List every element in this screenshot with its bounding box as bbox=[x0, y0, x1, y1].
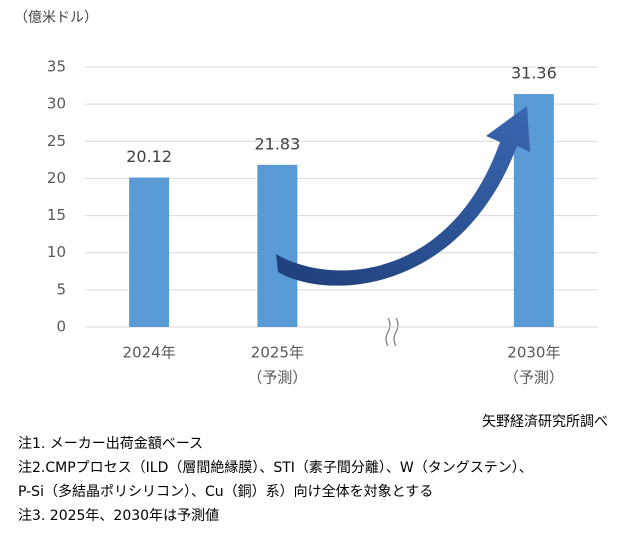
x-tick-sublabel: （予測） bbox=[247, 369, 307, 387]
x-tick-label: 2025年 bbox=[251, 344, 304, 362]
y-tick-label: 30 bbox=[47, 95, 66, 113]
bar bbox=[257, 164, 298, 327]
x-tick-label: 2024年 bbox=[123, 344, 176, 362]
growth-arrow bbox=[276, 106, 530, 286]
break-line bbox=[385, 317, 391, 347]
note: 注1. メーカー出荷金額ベース bbox=[18, 436, 203, 452]
data-label: 31.36 bbox=[511, 64, 557, 83]
break-line bbox=[393, 317, 399, 347]
y-tick-label: 5 bbox=[56, 280, 66, 298]
x-tick-sublabel: （予測） bbox=[504, 369, 564, 387]
data-label: 21.83 bbox=[254, 134, 300, 153]
y-tick-label: 20 bbox=[47, 169, 66, 187]
y-tick-label: 0 bbox=[56, 318, 66, 336]
y-tick-label: 10 bbox=[47, 243, 66, 261]
note: 注2.CMPプロセス（ILD（層間絶縁膜）、STI（素子間分離）、W（タングステ… bbox=[18, 459, 533, 476]
x-tick-label: 2030年 bbox=[507, 344, 560, 362]
axis-break bbox=[385, 317, 399, 347]
y-tick-label: 25 bbox=[47, 132, 66, 150]
note: P-Si（多結晶ポリシリコン）、Cu（銅）系）向け全体を対象とする bbox=[18, 483, 433, 500]
y-tick-label: 35 bbox=[47, 58, 66, 76]
bar bbox=[129, 177, 170, 327]
note: 注3. 2025年、2030年は予測値 bbox=[18, 508, 219, 524]
source: 矢野経済研究所調べ bbox=[482, 414, 608, 430]
notes: 注1. メーカー出荷金額ベース注2.CMPプロセス（ILD（層間絶縁膜）、STI… bbox=[18, 436, 533, 524]
plot: 0 5 10 15 20 25 30 35 2024年 20.12 2025年 （予測） 21.83 20… bbox=[47, 58, 598, 387]
unit-label: （億米ドル） bbox=[14, 10, 98, 26]
data-label: 20.12 bbox=[126, 147, 172, 166]
y-tick-label: 15 bbox=[47, 206, 66, 224]
